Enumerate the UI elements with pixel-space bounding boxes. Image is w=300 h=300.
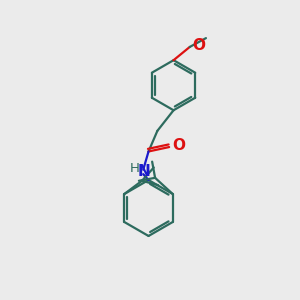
Text: N: N — [137, 164, 150, 179]
Text: O: O — [192, 38, 205, 53]
Text: O: O — [173, 138, 186, 153]
Text: H: H — [130, 162, 140, 175]
